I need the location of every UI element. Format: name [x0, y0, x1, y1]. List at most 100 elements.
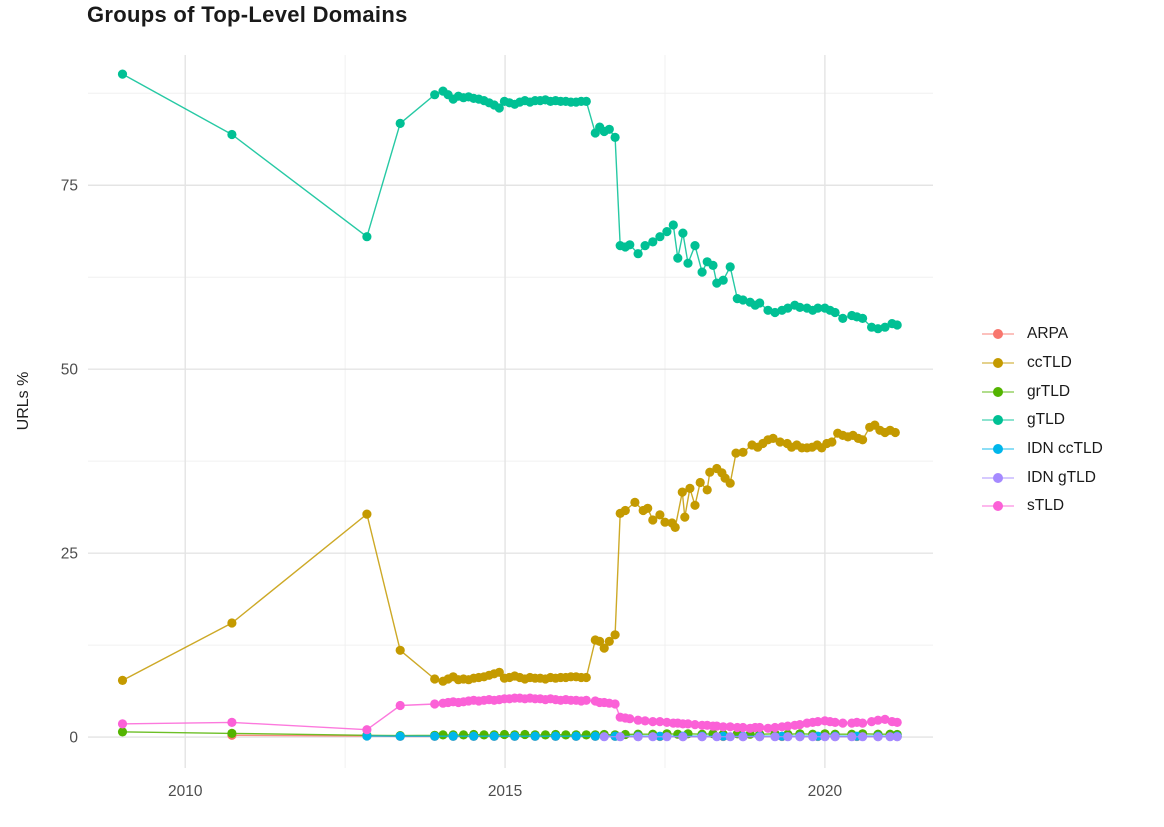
data-point	[430, 674, 440, 684]
data-point	[795, 302, 805, 312]
data-point	[117, 69, 128, 79]
data-point	[469, 731, 479, 741]
legend-label: sTLD	[1027, 497, 1065, 515]
data-point	[683, 258, 693, 268]
data-point	[610, 132, 620, 142]
data-point	[362, 731, 372, 741]
data-point	[581, 96, 591, 106]
data-point	[604, 124, 614, 134]
data-point	[847, 732, 857, 742]
legend-label: gTLD	[1027, 411, 1065, 429]
data-point	[362, 725, 372, 735]
data-point	[783, 732, 793, 742]
data-point	[640, 241, 650, 251]
data-point	[590, 731, 600, 741]
data-point	[662, 732, 672, 742]
data-point	[697, 267, 707, 277]
legend-key-icon	[982, 354, 1014, 372]
series-line	[122, 73, 898, 330]
data-point	[725, 732, 735, 742]
y-tick-label: 0	[69, 730, 78, 747]
data-point	[458, 730, 469, 740]
data-point	[820, 732, 830, 742]
legend-key-icon	[982, 383, 1014, 401]
legend-key-icon	[982, 497, 1014, 515]
data-point	[633, 249, 643, 259]
data-point	[610, 630, 620, 640]
data-point	[763, 305, 773, 315]
data-point	[395, 645, 405, 655]
data-point	[725, 478, 735, 488]
data-point	[708, 260, 718, 270]
data-point	[673, 253, 683, 263]
legend-label: IDN ccTLD	[1027, 440, 1103, 458]
legend-key-icon	[982, 469, 1014, 487]
data-point	[838, 313, 848, 323]
data-point	[827, 437, 837, 447]
data-point	[695, 477, 705, 488]
data-point	[678, 732, 688, 742]
data-point	[227, 728, 237, 739]
data-point	[770, 732, 780, 742]
data-point	[227, 717, 237, 728]
data-point	[838, 718, 848, 728]
data-point	[643, 503, 653, 513]
data-point	[438, 730, 448, 740]
legend-key-icon	[982, 411, 1014, 429]
data-point	[648, 732, 658, 742]
data-point	[430, 699, 440, 709]
data-point	[892, 732, 902, 742]
legend-label: grTLD	[1027, 382, 1071, 400]
data-point	[117, 675, 128, 686]
data-point	[227, 618, 237, 628]
data-point	[808, 732, 818, 742]
legend-label: IDN gTLD	[1027, 468, 1096, 486]
data-point	[783, 303, 793, 313]
data-point	[530, 731, 540, 741]
data-point	[680, 512, 690, 522]
legend-item-idn-cctld: IDN ccTLD	[982, 435, 1103, 464]
data-point	[755, 298, 765, 308]
legend-key-icon	[982, 325, 1014, 343]
data-point	[783, 721, 793, 731]
data-point	[489, 731, 499, 741]
data-point	[395, 700, 405, 711]
data-point	[561, 730, 571, 740]
legend-label: ARPA	[1027, 325, 1069, 343]
data-point	[873, 324, 883, 334]
data-point	[830, 717, 840, 728]
data-point	[117, 719, 128, 729]
data-point	[775, 437, 785, 447]
data-point	[768, 433, 778, 443]
data-point	[499, 729, 509, 740]
data-point	[697, 732, 707, 742]
data-point	[858, 732, 868, 742]
data-point	[595, 636, 605, 647]
data-point	[615, 732, 625, 742]
data-point	[725, 262, 735, 272]
data-point	[227, 129, 237, 140]
x-tick-label: 2020	[808, 783, 843, 800]
data-point	[655, 510, 665, 520]
data-point	[448, 731, 458, 741]
data-point	[630, 497, 640, 507]
data-point	[892, 717, 902, 728]
data-point	[510, 731, 520, 741]
data-point	[625, 714, 635, 724]
data-point	[520, 729, 530, 740]
data-point	[718, 275, 728, 285]
legend-key-icon	[982, 440, 1014, 458]
series-idn-gtld	[599, 732, 902, 742]
data-point	[690, 500, 700, 510]
data-point	[362, 509, 372, 519]
data-point	[662, 227, 672, 237]
data-point	[668, 220, 678, 230]
data-point	[892, 320, 902, 330]
data-point	[830, 732, 840, 742]
data-point	[858, 718, 868, 728]
data-point	[604, 636, 614, 647]
data-point	[685, 483, 695, 493]
data-point	[702, 485, 712, 495]
data-point	[880, 322, 890, 332]
